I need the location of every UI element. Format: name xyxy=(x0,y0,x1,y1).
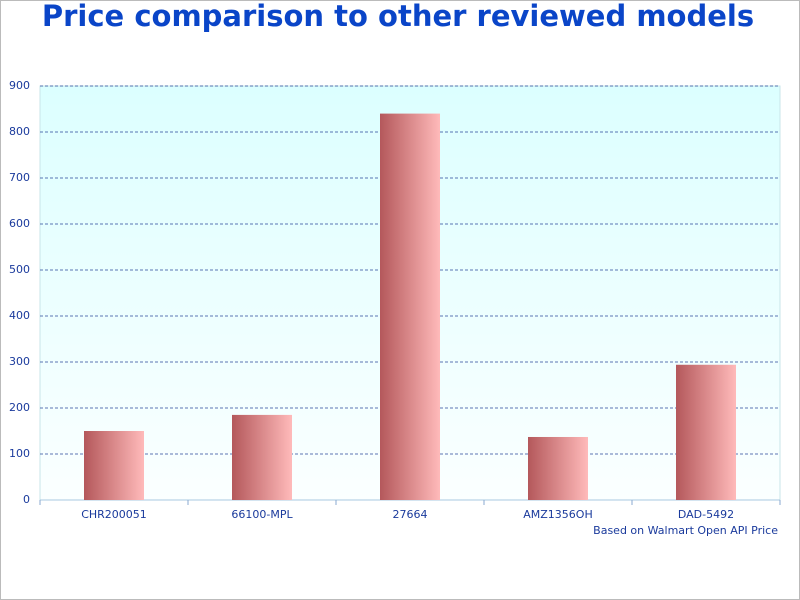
y-tick-label: 100 xyxy=(9,447,30,460)
y-tick-label: 300 xyxy=(9,355,30,368)
chart-title: Price comparison to other reviewed model… xyxy=(42,0,754,33)
x-tick-label: 27664 xyxy=(393,508,428,521)
bar xyxy=(528,436,588,500)
y-tick-label: 700 xyxy=(9,171,30,184)
y-tick-label: 400 xyxy=(9,309,30,322)
bar xyxy=(84,431,144,500)
y-tick-label: 900 xyxy=(9,79,30,92)
y-tick-label: 600 xyxy=(9,217,30,230)
y-tick-label: 200 xyxy=(9,401,30,414)
y-tick-label: 500 xyxy=(9,263,30,276)
y-tick-label: 0 xyxy=(23,493,30,506)
note: Based on Walmart Open API Price xyxy=(593,524,778,537)
y-tick-label: 800 xyxy=(9,125,30,138)
x-tick-label: AMZ1356OH xyxy=(523,508,592,521)
x-tick-label: DAD-5492 xyxy=(678,508,734,521)
bar xyxy=(380,113,440,500)
x-tick-label: 66100-MPL xyxy=(231,508,293,521)
bar xyxy=(232,414,292,500)
x-tick-label: CHR200051 xyxy=(81,508,147,521)
bar xyxy=(676,364,736,500)
